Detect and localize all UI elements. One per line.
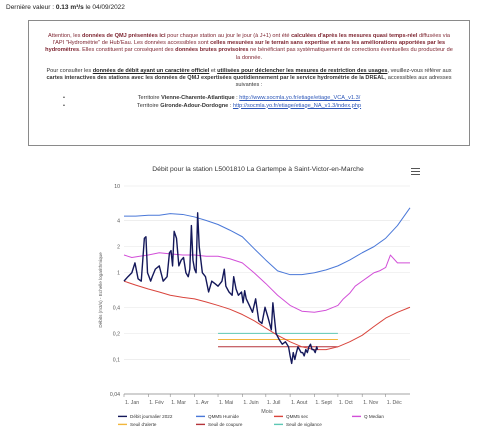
territory-separator: : [228, 102, 233, 109]
territory-prefix: Territoire [137, 95, 162, 102]
legend-label: Seuil de vigilance [286, 422, 322, 427]
x-tick-label: 1. Mar [171, 400, 186, 406]
y-tick-label: 0,2 [113, 331, 120, 337]
y-tick-label: 1 [117, 271, 120, 277]
chart-grid [124, 185, 410, 395]
territory-link-na[interactable]: http://socmla.yo.fr/etiage/etiage_NA_v1.… [232, 102, 362, 109]
series-line-2 [123, 280, 411, 351]
last-value-line: Dernière valeur : 0.13 m³/s le 04/09/202… [6, 4, 125, 11]
x-tick-label: 1. Sept [315, 400, 332, 406]
hamburger-menu-icon[interactable] [411, 168, 420, 176]
y-tick-label: 0,4 [113, 305, 120, 311]
x-tick-label: 1. Avr [196, 400, 209, 406]
legend-label: Q Median [364, 414, 384, 419]
territory-link-list: Territoire Vienne-Charente-Atlantique : … [43, 95, 455, 110]
notice-text-run: utilisées pour déclencher les mesures de… [217, 67, 388, 74]
territory-separator: : [234, 95, 240, 102]
chart-svg: 0,04 0,1 0,2 0,4 1 2 4 10 1. Jan 1. Fév 1. Mar 1. A… [98, 184, 411, 427]
x-tick-label: 1. Nov [363, 400, 378, 406]
data-warning-notice: Attention, les données de QMJ présentées… [28, 20, 470, 146]
legend-label: Débit journalier 2022 [130, 414, 173, 419]
y-tick-label: 2 [117, 245, 120, 251]
notice-text-run: . Elles constituent par conséquent des [79, 47, 176, 54]
notice-text-run: , veuillez-vous référer aux [387, 67, 452, 74]
territory-prefix: Territoire [136, 102, 161, 109]
y-tick-label: 4 [117, 219, 120, 225]
chart-series [123, 207, 411, 365]
notice-text-run: Pour consulter les [46, 67, 93, 74]
x-tick-label: 1. Juil [267, 400, 281, 406]
notice-text-run: données de QMJ présentées ici [81, 33, 166, 39]
notice-paragraph-official: Pour consulter les données de débit ayan… [43, 68, 455, 90]
territory-name: Vienne-Charente-Atlantique [161, 95, 235, 102]
y-axis-title: Débits (m3/s) - Echelle logarithmique [98, 252, 103, 328]
notice-text-run: pour chaque station au jour le jour (à J… [165, 33, 292, 39]
notice-text-run: et [209, 67, 218, 74]
chart-legend: Débit journalier 2022 QMM5 Humide QMM5 sec… [118, 414, 384, 427]
x-tick-label: 1. Aout [291, 400, 308, 406]
chart-title: Débit pour la station L5001810 La Gartem… [152, 166, 364, 173]
last-value-number: 0.13 m³/s [55, 4, 84, 11]
legend-label: Seuil d'alerte [130, 422, 157, 427]
x-tick-label: 1. Jan [125, 400, 139, 406]
notice-text-run: cartes interactives des stations avec le… [46, 75, 385, 82]
legend-label: QMM5 Humide [208, 414, 239, 419]
x-axis-title: Mois [261, 409, 273, 415]
y-tick-label: 0,04 [110, 392, 120, 398]
last-value-label: Dernière valeur : [6, 4, 55, 11]
notice-text-run: données brutes provisoires [175, 47, 249, 54]
territory-name: Gironde-Adour-Dordogne [160, 102, 229, 109]
x-tick-label: 1. Déc [387, 400, 402, 406]
x-tick-label: 1. Oct [339, 400, 353, 406]
series-line-1 [124, 207, 411, 276]
notice-text-run: celles mesurées sur le terrain sans expe… [45, 40, 446, 54]
notice-text-run: , accessibles aux adresses suivantes : [235, 75, 452, 89]
notice-text-run: données de débit ayant un caractère offi… [92, 67, 210, 74]
notice-text-run: ne bénéficiant pas systématiquement de c… [235, 47, 453, 61]
x-tick-label: 1. Juin [243, 400, 258, 406]
x-tick-label: 1. Mai [219, 400, 233, 406]
notice-text-run: Attention, les [48, 33, 82, 39]
territory-item-na: Territoire Gironde-Adour-Dordogne : http… [43, 103, 455, 110]
territory-link-vca[interactable]: http://www.socmla.yo.fr/etiage/etiage_VC… [239, 95, 361, 102]
legend-label: QMM5 sec [286, 414, 309, 419]
flow-chart: Débit pour la station L5001810 La Gartem… [88, 162, 428, 440]
last-value-date: le 04/09/2022 [85, 4, 125, 11]
series-line-0 [123, 212, 319, 365]
chart-axes: 0,04 0,1 0,2 0,4 1 2 4 10 1. Jan 1. Fév 1. Mar 1. A… [98, 184, 410, 415]
legend-label: Seuil de coupure [208, 422, 243, 427]
x-tick-label: 1. Fév [149, 400, 164, 406]
notice-text-run: diffusées via l'API "Hydrométrie" de Hub… [52, 33, 450, 47]
series-line-3 [123, 252, 410, 313]
notice-text-run: calculées d'après les mesures quasi temp… [291, 33, 418, 39]
territory-item-vca: Territoire Vienne-Charente-Atlantique : … [43, 95, 455, 102]
y-tick-label: 10 [114, 184, 120, 190]
notice-paragraph-realtime: Attention, les données de QMJ présentées… [43, 33, 455, 62]
y-tick-label: 0,1 [113, 357, 120, 363]
